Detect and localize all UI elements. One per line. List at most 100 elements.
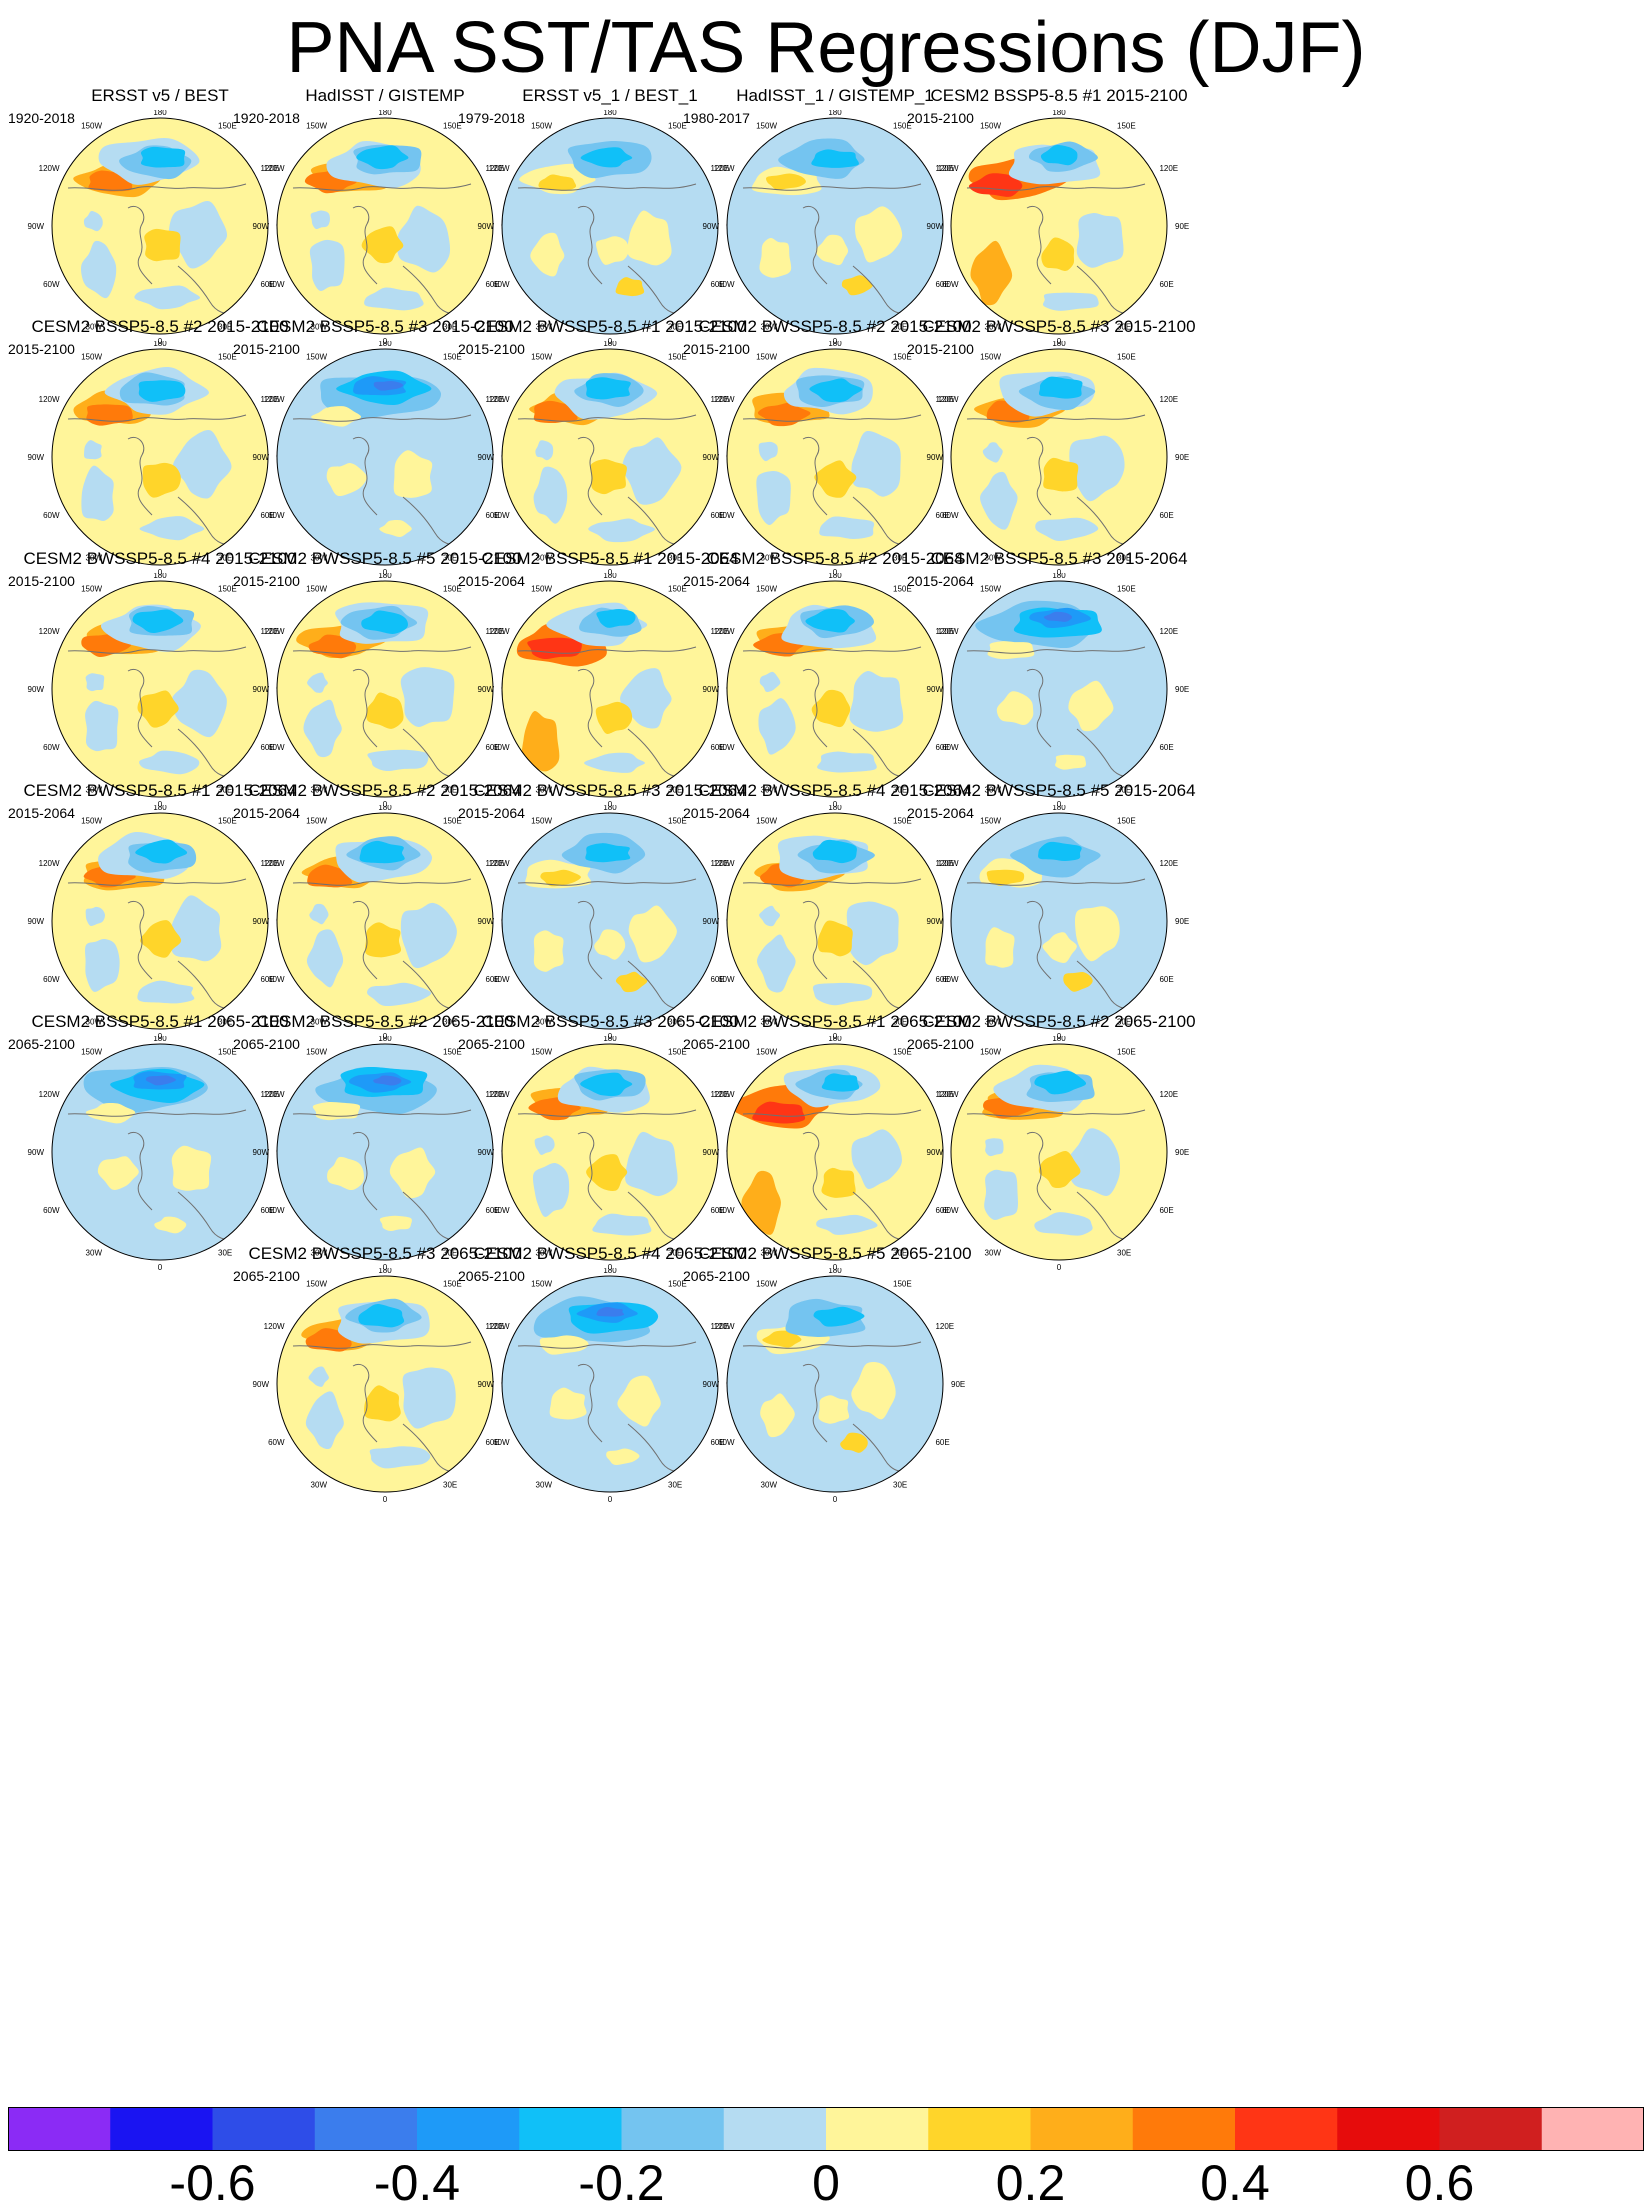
anomaly-region xyxy=(812,982,873,1006)
lon-label: 60W xyxy=(718,1206,735,1215)
lon-label: 30E xyxy=(1117,1017,1131,1026)
map-border xyxy=(501,580,719,798)
anomaly-region xyxy=(154,1216,187,1234)
panel-title: CESM2 BWSSP5-8.5 #3 2015-2064 xyxy=(473,781,747,800)
lon-label: 180 xyxy=(1052,1036,1066,1043)
lon-label: 30W xyxy=(536,553,553,562)
lon-label: 30W xyxy=(985,553,1002,562)
panel-title: CESM2 BWSSP5-8.5 #1 2065-2100 xyxy=(698,1012,972,1031)
map-panel: CESM2 BWSSP5-8.5 #1 2065-2100 2065-2100 18… xyxy=(677,1012,993,1312)
coastline xyxy=(352,437,378,516)
lon-label: 30E xyxy=(1117,785,1131,794)
anomaly-region xyxy=(625,1131,678,1197)
lon-label: 150W xyxy=(980,817,1001,826)
lon-label: 150E xyxy=(668,1048,687,1057)
coastline xyxy=(577,1364,603,1443)
lon-label: 90W xyxy=(28,685,45,694)
anomaly-region xyxy=(986,869,1025,886)
coastline xyxy=(1026,437,1052,516)
lon-label: 150E xyxy=(1117,1048,1136,1057)
lon-label: 0 xyxy=(1057,800,1062,809)
anomaly-region xyxy=(306,929,344,988)
lon-label: 60W xyxy=(493,1438,510,1447)
lon-label: 90W xyxy=(28,1148,45,1157)
lon-label: 60W xyxy=(268,975,285,984)
anomaly-region xyxy=(97,1156,139,1190)
anomaly-region xyxy=(756,471,791,526)
lon-label: 150E xyxy=(668,353,687,362)
panel-title: ERSST v5_1 / BEST_1 xyxy=(522,86,698,105)
map-panel: CESM2 BWSSP5-8.5 #2 2065-2100 2065-2100 18… xyxy=(901,1012,1217,1312)
lon-label: 0 xyxy=(383,1032,388,1041)
lon-label: 90W xyxy=(478,917,495,926)
anomaly-region xyxy=(137,690,179,728)
anomaly-region xyxy=(585,843,631,863)
map-border xyxy=(950,117,1168,335)
anomaly-region xyxy=(373,380,404,391)
lon-label: 30E xyxy=(893,322,907,331)
lon-label: 0 xyxy=(833,800,838,809)
lon-label: 120E xyxy=(710,164,729,173)
lon-label: 120W xyxy=(39,1090,60,1099)
panel-period: 2065-2100 xyxy=(233,1268,300,1284)
lon-label: 150E xyxy=(893,817,912,826)
coastline xyxy=(742,878,922,886)
anomaly-region xyxy=(361,610,408,634)
lon-label: 150E xyxy=(1117,585,1136,594)
coastline xyxy=(577,437,603,516)
panel-title: CESM2 BSSP5-8.5 #2 2015-2100 xyxy=(31,317,289,336)
lon-label: 120W xyxy=(714,859,735,868)
lon-label: 90W xyxy=(478,685,495,694)
anomaly-region xyxy=(766,173,806,190)
lon-label: 180 xyxy=(828,805,842,812)
anomaly-region xyxy=(397,205,451,273)
colorbar-segment xyxy=(1235,2107,1338,2151)
lon-label: 120W xyxy=(264,395,285,404)
lon-label: 60E xyxy=(710,1206,724,1215)
map-panel: CESM2 BWSSP5-8.5 #1 2015-2064 2015-2064 18… xyxy=(2,781,318,1081)
lon-label: 60W xyxy=(718,280,735,289)
anomaly-region xyxy=(985,1138,1004,1157)
anomaly-region xyxy=(539,1335,589,1355)
lon-label: 150E xyxy=(893,122,912,131)
lon-label: 0 xyxy=(833,1495,838,1504)
lon-label: 150E xyxy=(1117,353,1136,362)
lon-label: 120E xyxy=(935,164,954,173)
lon-label: 90W xyxy=(28,453,45,462)
anomaly-region xyxy=(171,669,227,738)
lon-label: 60W xyxy=(493,1206,510,1215)
lon-label: 0 xyxy=(383,337,388,346)
lon-label: 30W xyxy=(536,1248,553,1257)
anomaly-region xyxy=(83,210,103,232)
map-panel: CESM2 BSSP5-8.5 #1 2015-2100 2015-2100 180… xyxy=(901,86,1217,386)
lon-label: 120W xyxy=(714,1322,735,1331)
lon-label: 150E xyxy=(218,585,237,594)
lon-label: 60W xyxy=(268,1206,285,1215)
lon-label: 180 xyxy=(603,110,617,117)
lon-label: 150E xyxy=(443,1048,462,1057)
map-border xyxy=(726,117,944,335)
lon-label: 90E xyxy=(1175,453,1189,462)
lon-label: 120E xyxy=(710,395,729,404)
lon-label: 60E xyxy=(485,1438,499,1447)
anomaly-region xyxy=(814,460,857,498)
anomaly-region xyxy=(84,440,102,460)
panel-title: CESM2 BWSSP5-8.5 #3 2015-2100 xyxy=(922,317,1196,336)
lon-label: 150W xyxy=(756,817,777,826)
anomaly-region xyxy=(996,691,1034,725)
lon-label: 180 xyxy=(378,1268,392,1275)
lon-label: 120E xyxy=(1159,859,1178,868)
anomaly-region xyxy=(818,1395,850,1424)
map-panel: CESM2 BSSP5-8.5 #3 2065-2100 2065-2100 180… xyxy=(452,1012,768,1312)
lon-label: 60E xyxy=(1159,743,1173,752)
anomaly-region xyxy=(367,982,432,1006)
coastline xyxy=(127,901,153,980)
lon-label: 0 xyxy=(1057,1032,1062,1041)
lon-label: 30E xyxy=(218,1017,232,1026)
panel-period: 1920-2018 xyxy=(8,110,75,126)
panel-title: CESM2 BWSSP5-8.5 #2 2015-2064 xyxy=(248,781,522,800)
lon-label: 120E xyxy=(260,627,279,636)
